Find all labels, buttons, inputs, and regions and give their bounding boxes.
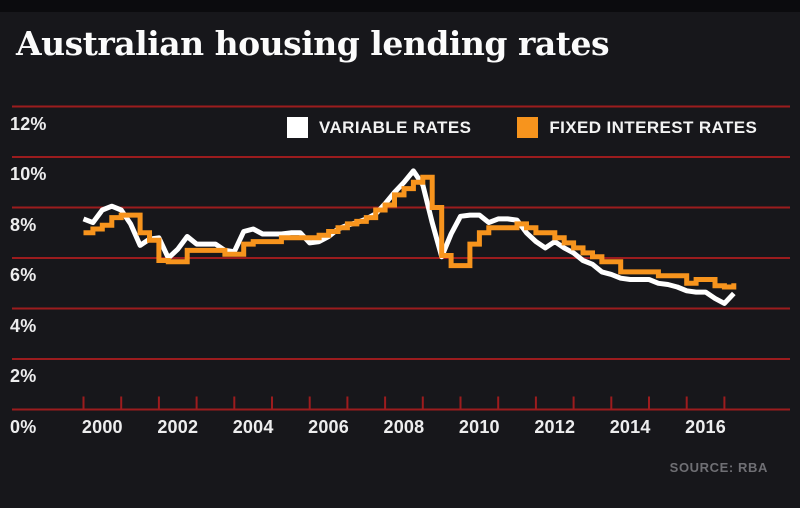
legend-item-variable-rates: VARIABLE RATES [287, 117, 471, 138]
series-line-fixed-rates [83, 174, 737, 290]
y-axis-label-6pct: 6% [10, 265, 37, 285]
x-axis-label-2006: 2006 [308, 416, 349, 437]
y-axis-label-0pct: 0% [10, 416, 37, 437]
top-strip [0, 0, 800, 12]
chart-legend: VARIABLE RATES FIXED INTEREST RATES [287, 117, 757, 138]
legend-item-fixed-rates: FIXED INTEREST RATES [517, 117, 757, 138]
x-axis-label-2004: 2004 [232, 416, 274, 437]
legend-swatch-white-icon [287, 117, 308, 138]
source-credit: SOURCE: RBA [669, 460, 768, 475]
y-axis-label-12pct: 12% [10, 113, 47, 134]
x-axis-label-2016: 2016 [685, 416, 726, 437]
legend-label-variable-rates: VARIABLE RATES [319, 117, 472, 137]
x-axis-label-2002: 2002 [157, 416, 199, 437]
y-axis-label-8pct: 8% [10, 214, 37, 235]
y-axis-label-2pct: 2% [10, 366, 37, 386]
y-axis-label-4pct: 4% [10, 315, 37, 336]
x-axis-label-2010: 2010 [458, 416, 500, 437]
series-line-variable-rates [82, 168, 736, 306]
y-axis-label-10pct: 10% [10, 164, 47, 184]
page-title: Australian housing lending rates [16, 24, 610, 63]
x-axis-label-2000: 2000 [81, 416, 123, 437]
legend-swatch-orange-icon [517, 117, 539, 138]
x-axis-label-2008: 2008 [383, 416, 425, 437]
x-axis-label-2014: 2014 [609, 416, 651, 437]
legend-label-fixed-rates: FIXED INTEREST RATES [549, 117, 758, 137]
x-axis-label-2012: 2012 [534, 416, 576, 437]
